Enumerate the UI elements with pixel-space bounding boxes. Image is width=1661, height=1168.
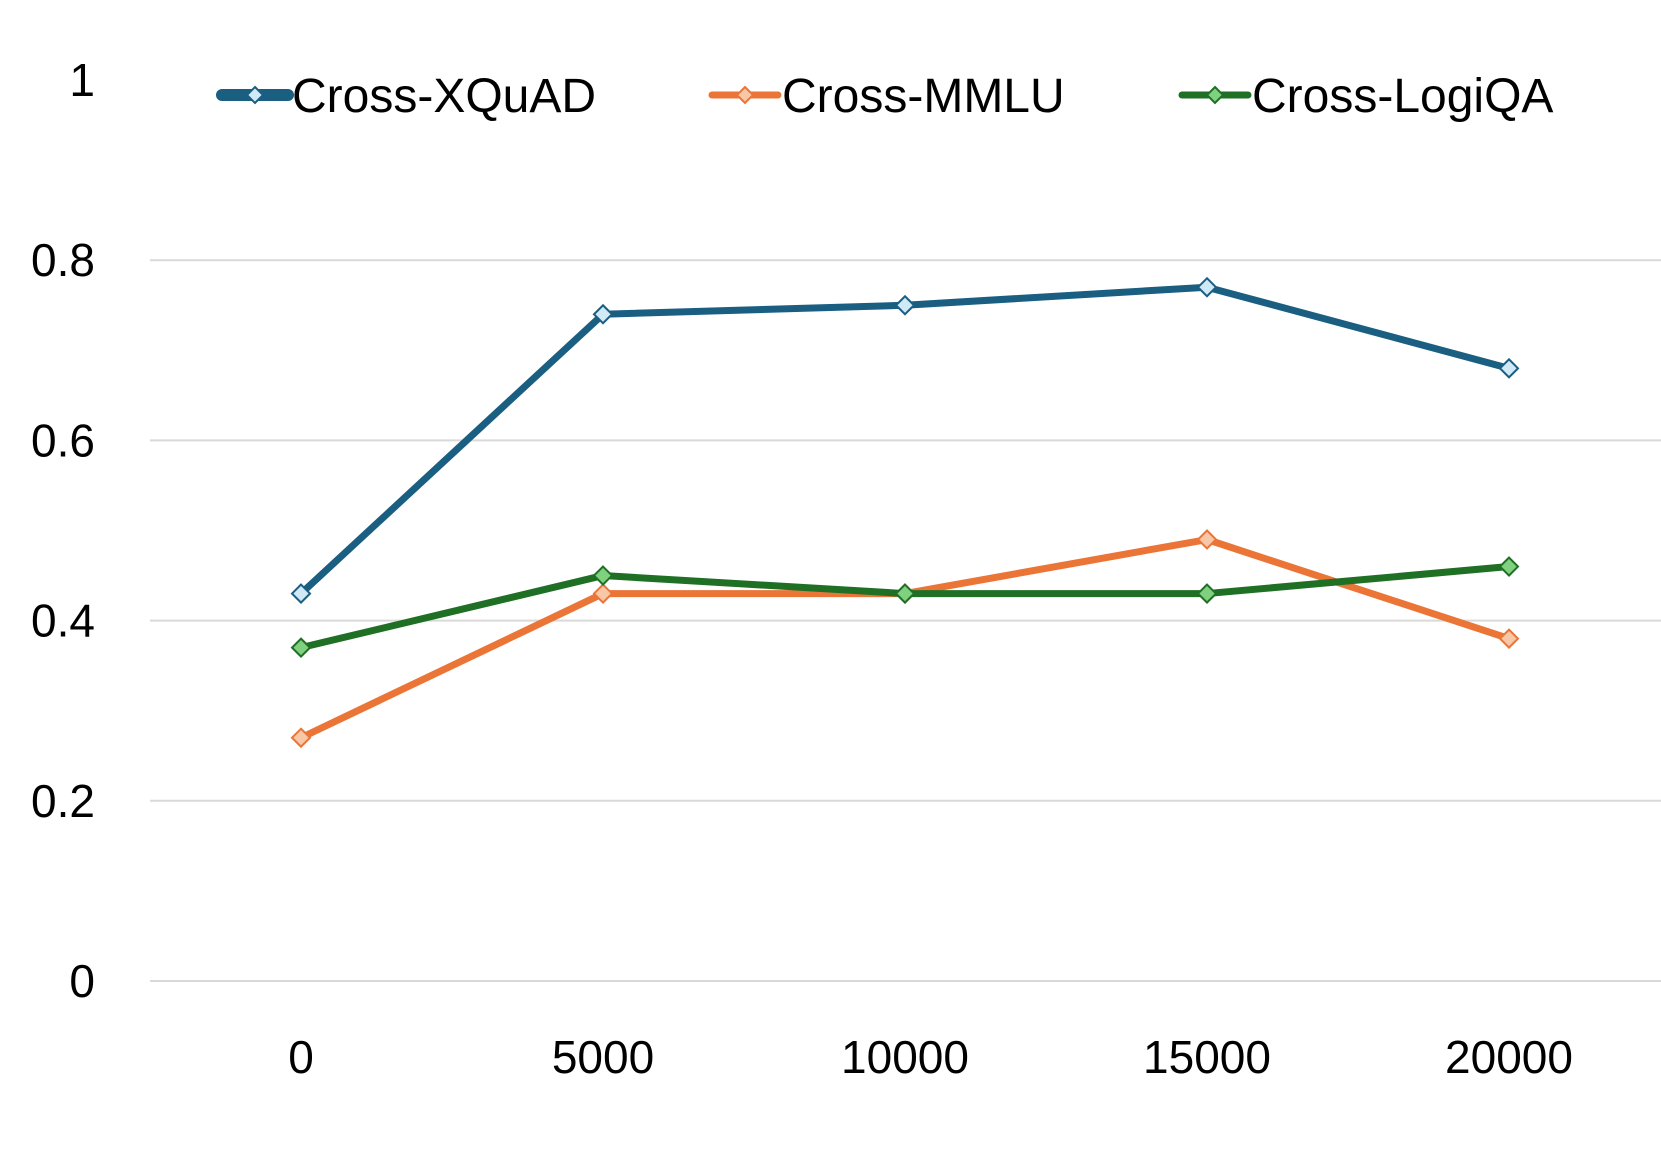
y-tick-label: 0.8 xyxy=(31,234,95,286)
data-point-marker xyxy=(290,637,312,659)
data-point-marker xyxy=(1498,628,1520,650)
data-point-marker xyxy=(592,565,614,586)
y-axis-tick-labels: 0 0.2 0.4 0.6 0.8 1 xyxy=(31,54,95,1007)
data-point-marker xyxy=(1498,357,1520,379)
legend-item: Cross-MMLU xyxy=(708,70,1065,123)
legend-label: Cross-MMLU xyxy=(782,70,1065,123)
data-point-marker xyxy=(1196,529,1218,550)
data-point-marker xyxy=(894,294,916,316)
data-point-marker xyxy=(1498,556,1520,577)
data-point-marker xyxy=(290,727,312,749)
data-point-marker xyxy=(592,303,614,325)
data-point-marker xyxy=(894,583,916,604)
x-tick-label: 5000 xyxy=(552,1031,654,1083)
legend-item: Cross-XQuAD xyxy=(216,70,596,123)
x-tick-label: 10000 xyxy=(841,1031,969,1083)
legend-label: Cross-LogiQA xyxy=(1252,70,1553,123)
legend-swatch-marker xyxy=(1205,85,1225,105)
series-cross-logiqa xyxy=(290,556,1520,659)
legend-item: Cross-LogiQA xyxy=(1178,70,1553,123)
series-line xyxy=(297,536,1513,742)
x-tick-label: 20000 xyxy=(1445,1031,1573,1083)
data-point-marker xyxy=(1196,583,1218,604)
y-tick-label: 0.2 xyxy=(31,775,95,827)
y-tick-label: 0.6 xyxy=(31,414,95,466)
x-tick-label: 15000 xyxy=(1143,1031,1271,1083)
legend-swatch-marker xyxy=(245,85,265,105)
data-point-marker xyxy=(592,583,614,604)
x-axis-tick-labels: 0 5000 10000 15000 20000 xyxy=(288,1031,1573,1083)
legend: Cross-XQuAD Cross-MMLU Cross-LogiQA xyxy=(216,70,1553,123)
data-point-marker xyxy=(290,583,312,604)
y-tick-label: 0.4 xyxy=(31,595,95,647)
legend-swatch-marker xyxy=(735,85,755,105)
y-tick-label: 1 xyxy=(69,54,95,106)
series-cross-xquad xyxy=(290,276,1520,604)
series-cross-mmlu xyxy=(290,529,1520,749)
data-point-marker xyxy=(1196,276,1218,298)
grid-lines xyxy=(150,259,1661,982)
x-tick-label: 0 xyxy=(288,1031,314,1083)
y-tick-label: 0 xyxy=(69,955,95,1007)
series-lines xyxy=(290,276,1520,749)
legend-label: Cross-XQuAD xyxy=(292,70,596,123)
